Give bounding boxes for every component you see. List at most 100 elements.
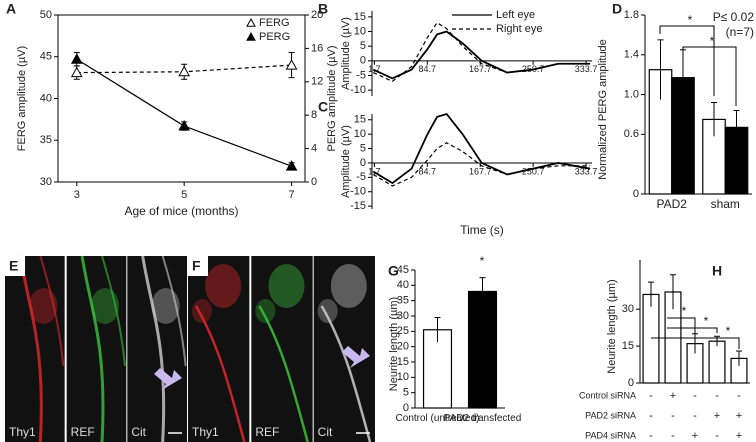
y-tick-label: 5: [403, 387, 409, 399]
y-axis-label: Normalized PERG amplitude: [597, 39, 609, 180]
legend-label: FERG: [259, 17, 290, 29]
cell-body: [317, 299, 338, 323]
channel-label: Cit: [131, 425, 146, 439]
x-tick-label: 333.7: [575, 166, 598, 176]
neurite: [80, 255, 105, 442]
micrograph: [251, 256, 313, 442]
bar: [642, 293, 660, 384]
x-tick-label: 84.7: [419, 64, 437, 74]
condition-sign: +: [736, 430, 742, 442]
marker: [285, 59, 298, 70]
condition-sign: +: [692, 430, 698, 442]
legend-label: Right eye: [496, 23, 542, 35]
cell-body: [91, 288, 119, 324]
annotation: *: [688, 13, 693, 27]
panel-label: D: [612, 1, 622, 17]
y-axis-label: Neurite length (µm): [388, 297, 400, 391]
annotation: *: [710, 34, 715, 48]
annotation: (n=7): [726, 25, 754, 39]
cell-body: [151, 288, 180, 324]
cell-body: [268, 264, 305, 308]
y-axis-label: Amplitude (µV): [340, 125, 352, 198]
x-axis-label: Time (s): [460, 223, 504, 237]
channel-label: Cit: [318, 425, 333, 439]
significance-bracket: [651, 337, 740, 349]
y-tick-label: 50: [40, 9, 52, 21]
x-tick-label-box: Control (untreated): [396, 413, 480, 424]
panel-label: G: [388, 263, 399, 279]
x-tick-label: sham: [710, 199, 740, 211]
neurite: [18, 255, 43, 442]
cell-body: [255, 299, 276, 323]
x-tick-label: 333.7: [575, 64, 598, 74]
bar: [467, 290, 498, 409]
micrograph: [313, 256, 375, 442]
y-tick-label: 35: [40, 134, 52, 146]
y-tick-label: 15: [354, 114, 366, 126]
micrograph: [188, 256, 250, 442]
y-tick-label: 30: [622, 303, 634, 315]
y2-tick-label: 16: [311, 42, 323, 54]
neurite: [161, 255, 187, 367]
condition-sign: -: [671, 430, 675, 442]
panel-label: B: [318, 1, 328, 17]
x-axis-label: Age of mice (months): [124, 204, 238, 218]
marker: [285, 160, 298, 171]
y2-tick-label: 20: [311, 9, 323, 21]
y-tick-label: 0: [360, 157, 366, 169]
bar: [708, 340, 726, 384]
y-tick-label: 30: [397, 310, 409, 322]
y-tick-label: 0: [360, 55, 366, 67]
y-tick-label: 1.8: [624, 9, 639, 21]
channel-label: Thy1: [9, 425, 36, 439]
y-axis-label: Amplitude (µV): [340, 17, 352, 90]
legend-marker: [246, 17, 256, 27]
y-tick-label: 0.6: [624, 128, 639, 140]
annotation: *: [704, 314, 709, 328]
x-tick-label-box: sham: [710, 199, 740, 211]
micrograph: [5, 256, 65, 442]
condition-sign: -: [693, 410, 697, 422]
marker: [70, 53, 83, 64]
arrow: [154, 368, 182, 390]
marker: [178, 120, 191, 131]
panel-label: C: [318, 99, 328, 115]
panel-label-box: [5, 256, 25, 276]
annotation: P≤ 0.02: [713, 10, 755, 24]
series-line: [372, 142, 591, 187]
condition-sign: -: [693, 390, 697, 402]
y-tick-label: 15: [622, 340, 634, 352]
neurite: [39, 255, 65, 367]
micrograph: [66, 256, 127, 442]
x-tick-label: 167.7: [469, 64, 492, 74]
condition-sign: -: [715, 390, 719, 402]
y-tick-label: 5: [360, 40, 366, 52]
micrograph: [127, 256, 187, 442]
condition-sign: -: [715, 430, 719, 442]
condition-label: PAD2 siRNA: [585, 410, 636, 420]
y-tick-label: 10: [397, 371, 409, 383]
neurite: [141, 255, 166, 442]
x-tick-label: PAD2 transfected: [443, 413, 522, 424]
y-tick-label: 1.4: [624, 49, 639, 61]
y-axis-label: FERG amplitude (µV): [16, 46, 28, 151]
y2-tick-label: 12: [311, 76, 323, 88]
x-tick-label: PAD2: [656, 199, 687, 211]
channel-label: REF: [255, 425, 279, 439]
y-tick-label: 40: [397, 279, 409, 291]
x-tick-label: 167.7: [469, 166, 492, 176]
x-tick-label: 3: [74, 189, 80, 201]
annotation: *: [480, 254, 485, 268]
condition-sign: -: [671, 410, 675, 422]
y-tick-label: 0: [633, 188, 639, 200]
series-line: [373, 21, 591, 83]
y-tick-label: 35: [397, 295, 409, 307]
arrow: [342, 346, 370, 368]
y2-tick-label: 0: [311, 176, 317, 188]
cell-body: [29, 288, 58, 324]
panel-label: E: [9, 258, 18, 274]
legend-label: PERG: [259, 31, 290, 43]
channel-label: Thy1: [192, 425, 219, 439]
significance-bracket: [667, 317, 696, 334]
panel-label-box: [188, 256, 208, 276]
